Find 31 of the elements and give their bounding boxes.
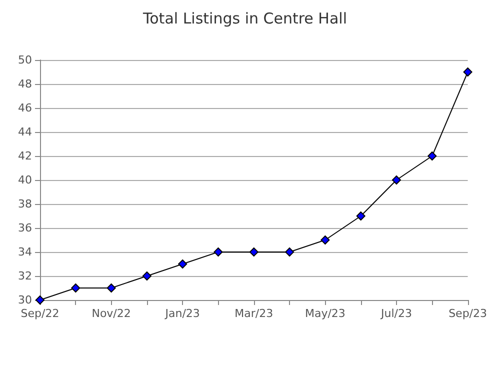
x-tick-label: Jul/23: [380, 307, 412, 320]
y-tick-label: 50: [18, 54, 32, 66]
y-tick-label: 48: [18, 78, 32, 90]
point: [106, 284, 116, 292]
x-tick-label: May/23: [304, 307, 346, 320]
point: [178, 260, 188, 268]
point: [249, 248, 258, 256]
point: [320, 236, 330, 244]
y-tick-label: 40: [18, 174, 32, 186]
y-tick-label: 46: [18, 102, 32, 114]
y-tick-label: 34: [18, 246, 32, 258]
x-tick-label: Nov/22: [92, 307, 131, 320]
point: [392, 176, 401, 184]
point: [428, 152, 437, 160]
y-tick-label: 42: [18, 150, 32, 162]
y-tick-label: 36: [18, 222, 32, 234]
point: [71, 284, 80, 292]
point: [142, 272, 152, 280]
point: [356, 212, 366, 220]
y-tick-label: 38: [18, 198, 32, 210]
x-tick-label: Sep/23: [448, 307, 487, 320]
point: [214, 248, 223, 256]
y-tick-label: 44: [18, 126, 32, 138]
x-tick-label: Mar/23: [234, 307, 274, 320]
y-tick-label: 32: [18, 270, 32, 282]
chart-title: Total Listings in Centre Hall: [142, 10, 347, 28]
y-tick-label: 30: [18, 294, 32, 306]
point: [463, 68, 472, 76]
point: [285, 248, 294, 256]
x-tick-label: Jan/23: [164, 307, 200, 320]
x-tick-label: Sep/22: [20, 307, 60, 320]
